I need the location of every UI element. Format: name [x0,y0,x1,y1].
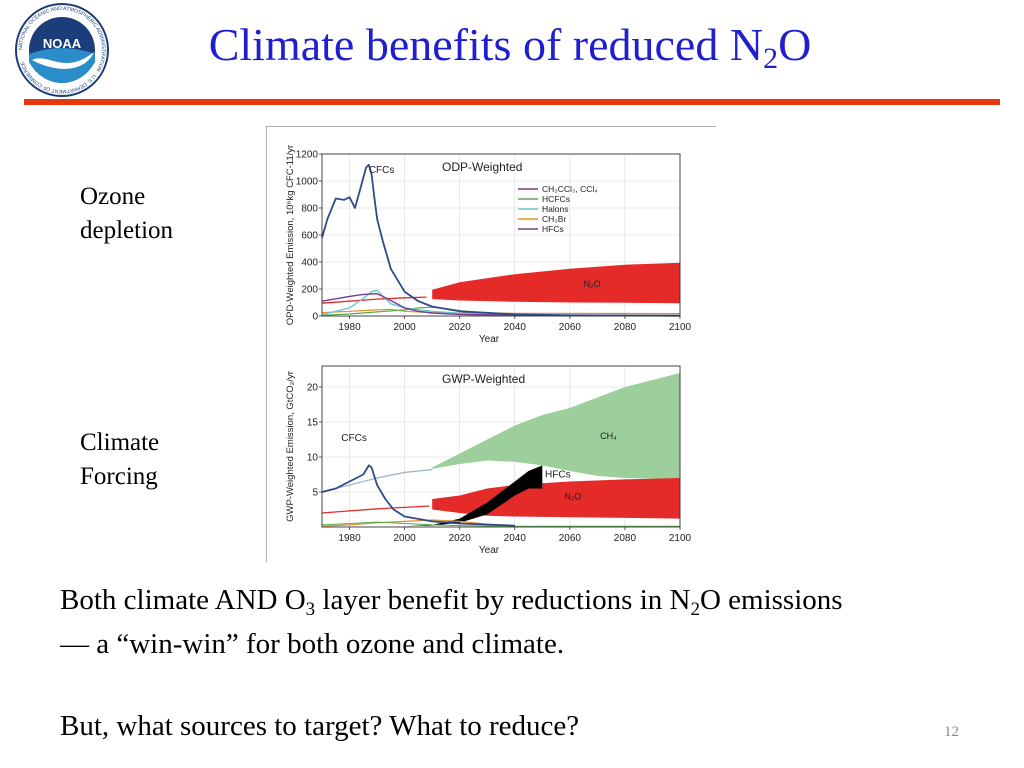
gwp-xtick-label: 2020 [449,533,472,544]
odp-legend-label: HFCs [542,224,564,234]
gwp-n2o-line [321,505,430,514]
gwp-xtick-label: 2100 [669,533,692,544]
odp-xtick-label: 2000 [393,322,416,333]
page-number: 12 [944,724,959,740]
odp-ytick-label: 800 [301,204,318,215]
odp-ytick-label: 600 [301,231,318,242]
gwp-ch4-band [432,373,680,480]
odp-cfc-line [321,163,681,317]
odp-xtick-label: 2080 [614,322,637,333]
title-rule [24,99,1000,105]
gwp-ytick-label: 5 [312,488,318,499]
gwp-xtick-label: 1980 [338,533,361,544]
odp-ch3ccl3-line [321,292,681,317]
gwp-plot-frame [321,365,681,528]
page-title: Climate benefits of reduced N2O [208,19,812,75]
odp-xtick-label: 2020 [449,322,472,333]
logo-text: NOAA [43,36,82,51]
gwp-xtick-label: 2060 [559,533,582,544]
odp-legend-label: CH₃Br [542,214,566,224]
body-line-2: — a “win-win” for both ozone and climate… [60,628,565,660]
odp-xtick-label: 2100 [669,322,692,333]
gwp-ch4-annotation: CH₄ [600,431,617,441]
ozone-label: Ozone depletion [80,183,174,244]
odp-legend-label: HCFCs [542,194,570,204]
odp-ytick-label: 0 [312,312,318,323]
odp-n2o-band [432,262,680,304]
gwp-cfc-line [321,464,515,527]
gwp-ytick-label: 10 [307,453,319,464]
odp-chart-title: ODP-Weighted [442,160,522,174]
gwp-n2o-annotation: N₂O [564,492,581,502]
odp-ytick-label: 1000 [296,177,319,188]
body-line-3: But, what sources to target? What to red… [60,710,580,742]
gwp-ytick-label: 20 [307,383,319,394]
figure-panel: CFCs N₂O CH₃CCl₃, CCl₄ HCFCs Halons CH₃Br HFCs… [266,126,716,562]
gwp-hfc-band [404,465,543,527]
odp-xtick-label: 2060 [559,322,582,333]
odp-ytick-label: 400 [301,258,318,269]
gwp-ytick-label: 15 [307,418,319,429]
odp-halons-line [321,289,681,317]
odp-n2o-annotation: N₂O [584,279,601,289]
gwp-x-axis-label: Year [479,545,500,556]
odp-cfc-annotation: CFCs [369,165,395,176]
gwp-cfc-annotation: CFCs [341,433,367,444]
gwp-chart-title: GWP-Weighted [442,372,525,386]
gwp-xtick-label: 2080 [614,533,637,544]
gwp-y-axis-label: GWP-Weighted Emission, GtCO₂/yr [285,371,296,522]
odp-ytick-label: 200 [301,285,318,296]
noaa-logo: NATIONAL OCEANIC AND ATMOSPHERIC ADMINIS… [15,3,109,97]
odp-x-axis-label: Year [479,334,500,345]
odp-ytick-label: 1200 [296,150,319,161]
odp-xtick-label: 1980 [338,322,361,333]
odp-legend-label: CH₃CCl₃, CCl₄ [542,184,598,194]
odp-xtick-label: 2040 [504,322,527,333]
climate-label: Climate Forcing [80,429,160,490]
gwp-xtick-label: 2000 [393,533,416,544]
gwp-hfc-annotation: HFCs [545,469,571,480]
gwp-n2o-band [432,478,680,519]
gwp-xtick-label: 2040 [504,533,527,544]
gwp-ch4-line [321,468,433,493]
odp-legend-label: Halons [542,204,568,214]
gwp-other-line [321,521,680,527]
odp-y-axis-label: OPD-Weighted Emission, 10⁶kg CFC-11/yr [285,145,296,325]
body-line-1: Both climate AND O3 layer benefit by red… [60,584,843,620]
